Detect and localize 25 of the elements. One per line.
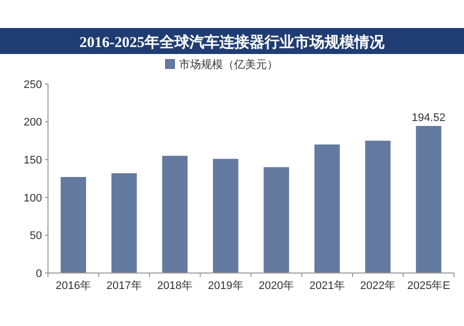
x-tick-label: 2017年	[106, 280, 142, 292]
y-tick-label: 100	[24, 192, 42, 204]
bar	[60, 176, 86, 273]
x-tick-label: 2016年	[56, 280, 92, 292]
x-tick-label: 2021年	[309, 280, 345, 292]
y-tick-label: 200	[24, 116, 42, 129]
x-tick-label: 2020年	[258, 280, 294, 292]
bar	[365, 140, 391, 273]
x-tick-label: 2022年	[360, 280, 396, 292]
legend-label: 市场规模（亿美元）	[179, 58, 278, 71]
y-tick-label: 150	[24, 154, 42, 166]
chart-title: 2016-2025年全球汽车连接器行业市场规模情况	[80, 33, 386, 51]
bar	[264, 167, 290, 273]
y-tick-label: 50	[30, 230, 42, 242]
bar	[416, 126, 442, 273]
data-label: 194.52	[412, 112, 446, 124]
x-tick-label: 2025年E	[407, 280, 450, 292]
bar	[162, 156, 188, 273]
y-tick-label: 0	[36, 268, 42, 280]
y-tick-label: 250	[24, 78, 42, 91]
bar	[314, 144, 340, 273]
x-tick-label: 2018年	[157, 280, 193, 292]
x-tick-label: 2019年	[208, 280, 244, 292]
bar	[212, 158, 238, 273]
bar	[111, 173, 137, 273]
